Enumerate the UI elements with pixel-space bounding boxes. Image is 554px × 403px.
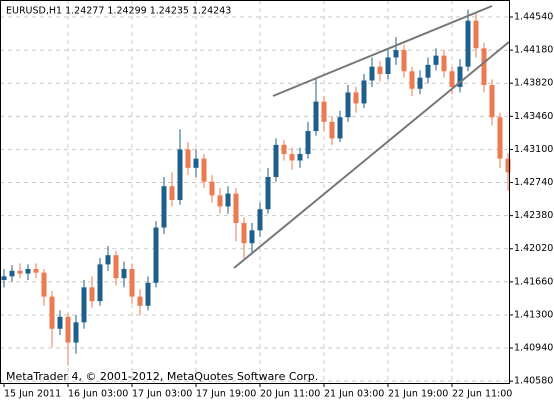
trend-line	[233, 41, 510, 269]
grid	[0, 0, 509, 383]
candle-body	[209, 181, 215, 196]
x-tick-label: 21 Jun 19:00	[388, 389, 448, 400]
candle-body	[233, 193, 239, 223]
candle-body	[65, 316, 71, 343]
candle-body	[257, 209, 263, 231]
candle-body	[185, 149, 191, 168]
plot-frame	[0, 0, 510, 384]
candle-body	[225, 193, 231, 207]
x-tick-label: 20 Jun 11:00	[260, 389, 320, 400]
candle-body	[57, 316, 63, 329]
candle-body	[329, 121, 335, 139]
candle-body	[89, 287, 95, 302]
candle-body	[321, 101, 327, 122]
candle-body	[417, 77, 423, 89]
candle-body	[305, 131, 311, 155]
candle-body	[105, 255, 111, 265]
candle-body	[377, 66, 383, 75]
candle-body	[217, 195, 223, 207]
candle-body	[121, 268, 127, 279]
candle-body	[41, 272, 47, 297]
candle-body	[457, 66, 463, 87]
candle-body	[17, 270, 23, 274]
candle-body	[401, 50, 407, 72]
candle-body	[385, 57, 391, 75]
candle-body	[97, 264, 103, 302]
candle-body	[473, 20, 479, 49]
candle-body	[297, 154, 303, 161]
candle-body	[281, 144, 287, 155]
candle-body	[177, 149, 183, 201]
candle-body	[129, 268, 135, 297]
candle-body	[241, 222, 247, 244]
x-tick-label: 17 Jun 19:00	[196, 389, 256, 400]
y-tick-label: 1.40580	[514, 376, 553, 387]
candle-body	[273, 144, 279, 178]
candle-body	[465, 20, 471, 67]
y-tick-label: 1.41300	[514, 309, 553, 320]
chart-title: EURUSD,H1 1.24277 1.24299 1.24235 1.2424…	[6, 6, 231, 17]
candle-body	[489, 85, 495, 118]
candle-body	[393, 50, 399, 58]
candle-body	[345, 92, 351, 118]
candle-body	[145, 282, 151, 306]
candle-body	[81, 287, 87, 323]
x-tick-label: 22 Jun 11:00	[452, 389, 512, 400]
x-tick-label: 15 Jun 2011	[4, 389, 61, 400]
candle-body	[25, 268, 31, 274]
candles	[1, 9, 511, 366]
footer: MetaTrader 4, © 2001-2012, MetaQuotes So…	[6, 370, 318, 383]
candle-body	[409, 71, 415, 89]
y-tick-label: 1.44180	[514, 45, 553, 56]
y-tick-label: 1.42020	[514, 243, 553, 254]
candle-body	[201, 158, 207, 182]
candle-body	[49, 296, 55, 329]
candle-body	[497, 117, 503, 159]
x-tick-label: 16 Jun 03:00	[68, 389, 128, 400]
x-tick-label: 21 Jun 03:00	[324, 389, 384, 400]
candle-body	[449, 71, 455, 87]
y-tick-label: 1.42380	[514, 210, 553, 221]
y-tick-label: 1.43460	[514, 111, 553, 122]
candle-body	[73, 322, 79, 343]
candle-body	[313, 101, 319, 132]
candle-body	[161, 186, 167, 228]
candle-body	[481, 48, 487, 86]
candle-body	[433, 55, 439, 65]
y-tick-label: 1.42740	[514, 177, 553, 188]
y-tick-label: 1.40940	[514, 343, 553, 354]
candle-body	[265, 177, 271, 210]
candle-body	[193, 158, 199, 168]
y-tick-label: 1.43100	[514, 144, 553, 155]
y-tick-label: 1.41660	[514, 276, 553, 287]
y-tick-label: 1.43820	[514, 78, 553, 89]
candle-body	[425, 64, 431, 78]
candle-body	[441, 55, 447, 72]
candle-body	[505, 158, 511, 173]
candle-body	[361, 80, 367, 104]
x-tick-label: 17 Jun 03:00	[132, 389, 192, 400]
y-tick-label: 1.44540	[514, 12, 553, 23]
candle-body	[137, 296, 143, 306]
candle-body	[337, 117, 343, 139]
trend-line	[272, 5, 493, 97]
candle-body	[153, 227, 159, 283]
candle-body	[369, 66, 375, 81]
candle-body	[9, 270, 15, 277]
candle-body	[33, 268, 39, 273]
candle-body	[289, 154, 295, 161]
candle-body	[353, 92, 359, 104]
candle-body	[1, 276, 7, 281]
candle-body	[169, 186, 175, 201]
candle-body	[113, 255, 119, 279]
candle-body	[249, 230, 255, 244]
